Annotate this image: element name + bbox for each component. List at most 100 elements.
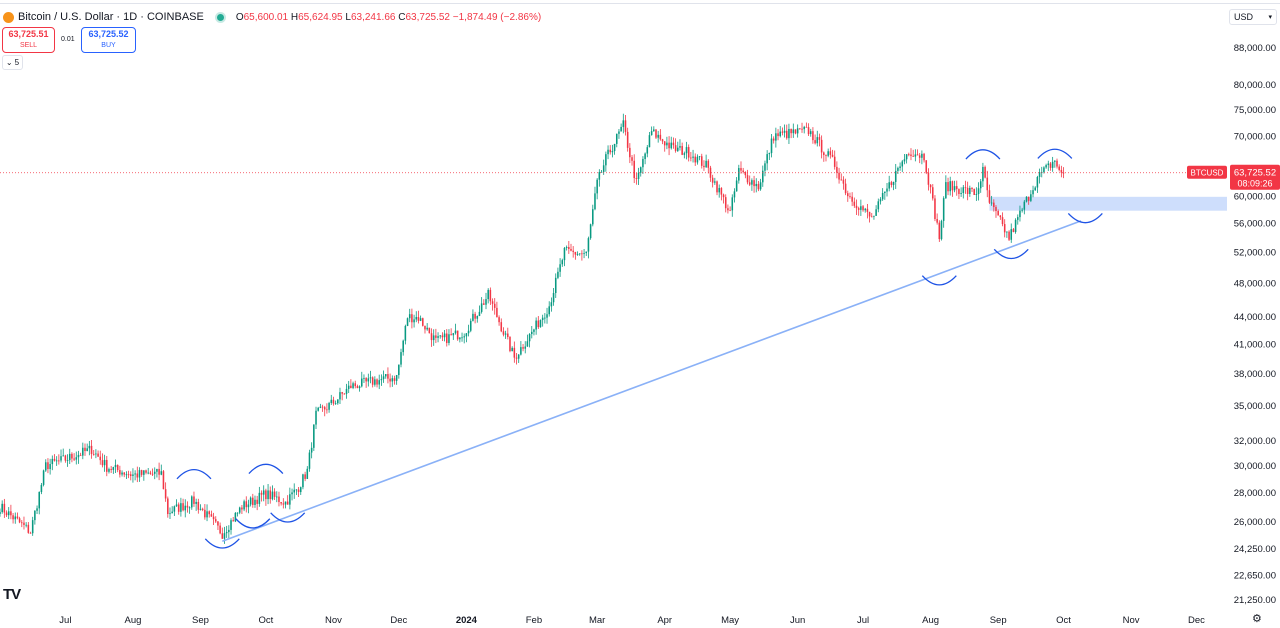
gear-icon[interactable]: ⚙ xyxy=(1252,613,1262,625)
candle-body xyxy=(95,453,97,455)
candle-body xyxy=(740,168,742,171)
time-axis[interactable]: Jul Aug Sep Oct Nov Dec 2024 Feb Mar Apr May Jun Jul… xyxy=(59,615,1205,626)
symbol-title[interactable]: Bitcoin / U.S. Dollar · 1D · COINBASE xyxy=(18,11,204,23)
y-tick-label: 41,000.00 xyxy=(1234,340,1276,351)
candle-body xyxy=(254,499,256,505)
arc-marker[interactable] xyxy=(248,463,284,474)
open-value: 65,600.01 xyxy=(243,11,289,23)
candle-body xyxy=(720,187,723,195)
arc-marker[interactable] xyxy=(1037,148,1073,159)
candle-body xyxy=(622,120,625,127)
candle-body xyxy=(356,386,359,389)
candle-body xyxy=(424,325,426,330)
candle-body xyxy=(879,199,882,202)
candle-body xyxy=(328,402,330,410)
arc-marker[interactable] xyxy=(204,538,240,549)
candle-body xyxy=(589,224,592,239)
candle-body xyxy=(984,166,986,178)
candle-body xyxy=(136,473,139,478)
candle-body xyxy=(526,341,529,347)
arc-marker[interactable] xyxy=(235,518,271,529)
x-tick-label: Aug xyxy=(124,615,141,626)
candle-body xyxy=(977,188,980,195)
candle-body xyxy=(121,472,123,475)
market-status-icon[interactable] xyxy=(216,13,224,21)
candle-body xyxy=(890,182,893,185)
tradingview-logo[interactable]: TV xyxy=(3,586,21,603)
candle-body xyxy=(533,329,535,332)
support-zone-layer[interactable] xyxy=(989,196,1227,211)
candle-body xyxy=(853,201,856,206)
candle-body xyxy=(836,166,838,173)
candle-body xyxy=(1047,163,1050,166)
arc-marker[interactable] xyxy=(965,149,1001,160)
candle-body xyxy=(655,129,657,138)
price-axis[interactable]: 88,000.00 80,000.00 75,000.00 70,000.00 60,0… xyxy=(1234,43,1276,606)
indicators-collapse-button[interactable]: ⌄ 5 xyxy=(2,55,23,70)
drawings-layer[interactable] xyxy=(176,148,1103,549)
candle-body xyxy=(947,182,949,192)
candle-body xyxy=(391,378,394,382)
arc-marker[interactable] xyxy=(1067,213,1103,224)
candle-body xyxy=(398,364,400,376)
candle-body xyxy=(402,340,404,353)
sell-label: SELL xyxy=(19,42,38,49)
candle-body xyxy=(938,222,941,240)
candle-body xyxy=(16,516,19,519)
candle-body xyxy=(173,506,176,512)
buy-button[interactable]: 63,725.52 BUY xyxy=(81,27,136,53)
candle-body xyxy=(866,208,869,212)
candle-body xyxy=(51,458,54,465)
candle-body xyxy=(147,472,149,474)
candle-body xyxy=(1021,209,1023,211)
candle-body xyxy=(639,167,642,173)
currency-selector[interactable]: USD ▾ xyxy=(1229,9,1277,25)
candle-body xyxy=(666,142,668,146)
sell-button[interactable]: 63,725.51 SELL xyxy=(2,27,55,53)
candle-body xyxy=(823,152,825,156)
candle-body xyxy=(430,333,433,341)
candle-body xyxy=(204,509,206,518)
candle-body xyxy=(97,453,99,457)
candle-body xyxy=(679,146,681,148)
candle-body xyxy=(3,503,6,513)
candle-body xyxy=(441,335,444,338)
arc-marker[interactable] xyxy=(921,275,957,286)
candle-body xyxy=(448,334,450,343)
candle-body xyxy=(256,499,258,504)
candle-body xyxy=(609,149,612,153)
candle-body xyxy=(1030,194,1032,201)
candle-body xyxy=(262,490,265,495)
arc-marker[interactable] xyxy=(270,512,306,523)
candle-body xyxy=(167,498,169,515)
arc-marker[interactable] xyxy=(176,468,212,480)
candle-body xyxy=(42,470,45,485)
candle-body xyxy=(657,134,659,138)
high-label: H xyxy=(290,11,299,23)
candle-body xyxy=(794,129,797,134)
candle-body xyxy=(677,147,679,151)
x-tick-label: May xyxy=(721,615,739,626)
candle-body xyxy=(171,511,173,514)
candle-body xyxy=(223,533,226,539)
arc-marker[interactable] xyxy=(993,248,1029,260)
support-zone[interactable] xyxy=(989,196,1227,211)
candle-body xyxy=(945,182,947,199)
candle-body xyxy=(66,460,69,461)
low-value: 63,241.66 xyxy=(350,11,396,23)
candle-body xyxy=(999,215,1002,218)
candle-body xyxy=(34,510,36,521)
candle-body xyxy=(496,307,498,318)
trend-line[interactable] xyxy=(222,220,1082,542)
candle-body xyxy=(803,126,805,130)
candle-body xyxy=(339,392,341,400)
candle-body xyxy=(369,377,372,379)
candle-body xyxy=(905,154,908,160)
candle-body xyxy=(990,202,993,204)
candle-body xyxy=(1019,210,1021,218)
candle-body xyxy=(897,167,899,171)
candle-body xyxy=(489,289,492,302)
candle-body xyxy=(267,490,269,500)
candle-body xyxy=(278,496,280,503)
